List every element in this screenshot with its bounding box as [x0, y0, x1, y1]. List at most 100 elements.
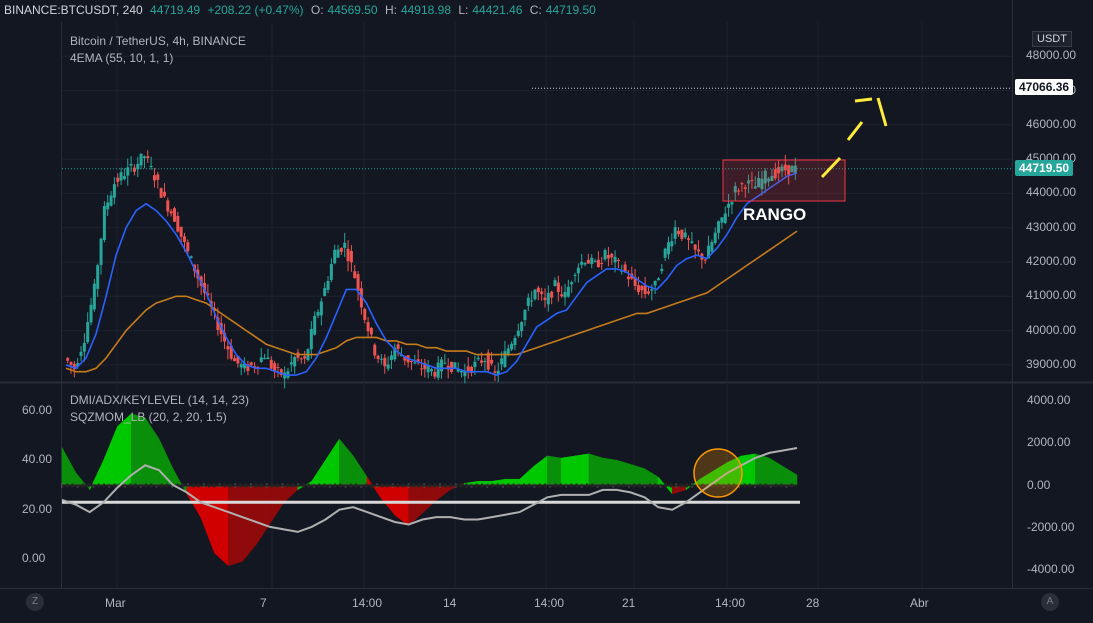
momentum-area	[103, 426, 118, 486]
highlight-circle	[693, 448, 743, 498]
candle-body	[433, 372, 437, 377]
momentum-area	[616, 459, 631, 486]
candle-body	[369, 327, 373, 335]
ema-fast-line	[65, 172, 798, 376]
candle-body	[603, 250, 607, 260]
candle-body	[650, 289, 654, 291]
candle-body	[610, 253, 614, 258]
momentum-area	[574, 453, 590, 486]
price-change: +208.22 (+0.47%)	[207, 3, 304, 17]
auto-scale-button[interactable]: A	[1041, 593, 1059, 611]
candle-body	[89, 304, 93, 323]
candle-body	[132, 167, 136, 172]
candle-body	[316, 311, 320, 316]
momentum-area	[339, 438, 354, 486]
candle-body	[159, 188, 163, 198]
candle-body	[470, 366, 474, 373]
symbol-name[interactable]: BINANCE:BTCUSDT, 240	[4, 3, 143, 17]
target-price-tag: 47066.36	[1015, 79, 1074, 96]
candle-body	[399, 355, 403, 357]
low-value: 44421.46	[472, 3, 523, 17]
candle-body	[767, 178, 771, 182]
candle-body	[583, 263, 587, 265]
sqzmom-legend[interactable]: SQZMOM_LB (20, 2, 20, 1.5)	[70, 410, 227, 424]
momentum-area	[533, 455, 548, 486]
candle-body	[460, 370, 464, 373]
candle-body	[66, 358, 70, 361]
candle-body	[773, 169, 777, 179]
chart-title[interactable]: Bitcoin / TetherUS, 4h, BINANCE	[70, 34, 246, 48]
momentum-area	[519, 465, 534, 486]
candle-body	[727, 203, 731, 208]
candle-body	[723, 213, 727, 223]
candle-body	[520, 322, 524, 332]
rango-annotation[interactable]: RANGO	[743, 205, 807, 224]
candle-body	[86, 322, 90, 342]
ema-legend[interactable]: 4EMA (55, 10, 1, 1)	[70, 51, 174, 65]
timezone-button[interactable]: Z	[26, 593, 44, 611]
x-tick-label: 14	[443, 596, 457, 610]
candle-body	[233, 358, 237, 362]
momentum-tick-label: 0.00	[1027, 477, 1051, 492]
candle-body	[687, 238, 691, 240]
candle-body	[396, 344, 400, 349]
momentum-area	[255, 485, 271, 546]
candle-body	[189, 256, 193, 258]
close-value: 44719.50	[545, 3, 596, 17]
candle-body	[109, 195, 113, 206]
candle-body	[516, 330, 520, 336]
candle-body	[573, 274, 577, 276]
candle-body	[279, 369, 283, 376]
momentum-area	[588, 453, 604, 486]
candle-body	[553, 280, 557, 286]
momentum-area	[630, 464, 645, 486]
y-tick-label: 48000.00	[1026, 48, 1077, 63]
candle-body	[106, 202, 110, 210]
candle-body	[677, 230, 681, 235]
candle-body	[653, 280, 657, 286]
candle-body	[753, 186, 757, 189]
dmi-legend[interactable]: DMI/ADX/KEYLEVEL (14, 14, 23)	[70, 393, 249, 407]
candle-body	[633, 277, 637, 286]
candle-body	[273, 363, 277, 372]
candle-body	[289, 362, 293, 365]
adx-tick-label: 0.00	[22, 551, 46, 565]
open-label: O:	[310, 3, 324, 17]
candle-body	[246, 364, 250, 372]
candle-body	[346, 248, 350, 262]
candle-body	[216, 317, 220, 330]
momentum-area	[547, 455, 562, 486]
candle-body	[386, 364, 390, 369]
candle-body	[683, 232, 687, 238]
high-value: 44918.98	[400, 3, 452, 17]
adx-line	[61, 447, 798, 533]
symbol-header: BINANCE:BTCUSDT, 240 44719.49 +208.22 (+…	[0, 0, 1093, 20]
candle-body	[590, 257, 594, 265]
adx-tick-label: 20.00	[22, 501, 53, 516]
candle-body	[680, 229, 684, 239]
candle-body	[663, 248, 667, 258]
candle-body	[626, 276, 630, 280]
adx-tick-label: 40.00	[22, 452, 53, 467]
momentum-area	[436, 485, 451, 501]
candle-body	[670, 241, 674, 247]
candle-body	[319, 301, 323, 316]
candle-body	[303, 356, 307, 359]
open-value: 44569.50	[327, 3, 378, 17]
candle-body	[333, 249, 337, 264]
candle-body	[419, 368, 423, 370]
momentum-area	[144, 417, 160, 486]
candle-body	[660, 268, 664, 272]
candle-body	[563, 292, 567, 298]
candle-body	[269, 359, 273, 369]
x-tick-label: 21	[622, 596, 636, 610]
y-tick-label: 43000.00	[1026, 219, 1077, 234]
candle-body	[500, 358, 504, 365]
candle-body	[122, 176, 126, 180]
momentum-area	[644, 468, 659, 486]
candle-body	[623, 264, 627, 272]
momentum-area	[602, 457, 617, 486]
momentum-tick-label: 2000.00	[1027, 435, 1071, 450]
currency-badge[interactable]: USDT	[1032, 31, 1072, 47]
